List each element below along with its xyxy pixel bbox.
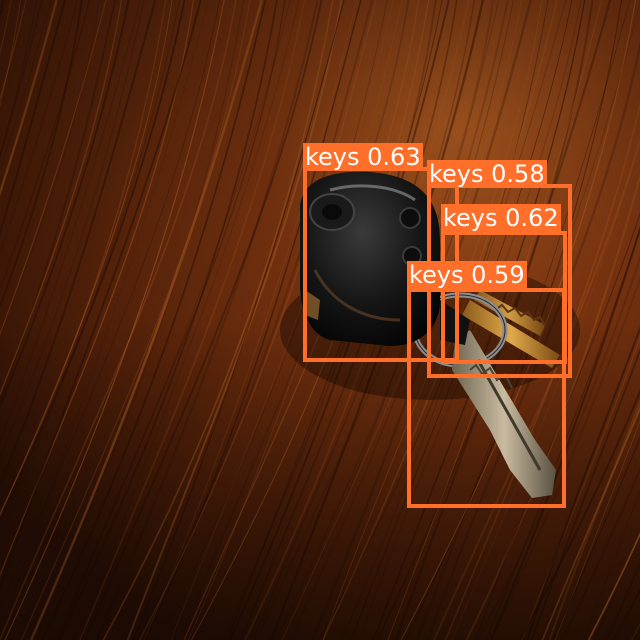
car-key-fob [300,171,470,346]
detection-label: keys 0.62 [441,204,561,232]
detection-label: keys 0.58 [427,160,547,188]
gold-key [462,290,560,368]
detection-box [407,288,566,508]
detection-label: keys 0.59 [407,261,527,289]
detection-label: keys 0.63 [303,143,423,171]
